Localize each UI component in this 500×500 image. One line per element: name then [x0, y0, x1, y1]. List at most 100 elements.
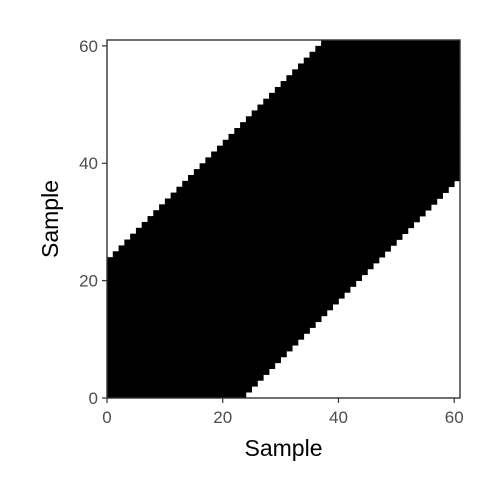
heatmap-cell	[141, 257, 148, 264]
heatmap-cell	[130, 380, 137, 387]
heatmap-cell	[141, 315, 148, 323]
heatmap-cell	[436, 45, 443, 53]
heatmap-cell	[448, 133, 455, 141]
heatmap-cell	[344, 263, 351, 270]
heatmap-cell	[176, 233, 183, 240]
heatmap-cell	[269, 362, 276, 370]
heatmap-cell	[135, 251, 143, 258]
heatmap-cell	[326, 268, 334, 276]
heatmap-cell	[222, 374, 229, 381]
heatmap-cell	[280, 204, 287, 211]
heatmap-cell	[315, 298, 322, 305]
heatmap-cell	[402, 86, 409, 94]
heatmap-cell	[274, 263, 281, 270]
heatmap-cell	[211, 333, 218, 340]
heatmap-cell	[199, 298, 206, 305]
heatmap-cell	[170, 221, 177, 229]
heatmap-cell	[257, 233, 264, 240]
heatmap-cell	[292, 98, 299, 105]
heatmap-cell	[251, 374, 258, 381]
heatmap-cell	[297, 81, 305, 88]
heatmap-cell	[413, 157, 420, 164]
heatmap-cell	[182, 227, 189, 235]
heatmap-cell	[193, 245, 200, 252]
heatmap-cell	[454, 57, 461, 64]
heatmap-cell	[425, 174, 432, 182]
heatmap-cell	[188, 239, 195, 246]
heatmap-cell	[309, 239, 316, 246]
heatmap-cell	[373, 233, 380, 240]
heatmap-cell	[390, 216, 397, 223]
heatmap-cell	[176, 339, 183, 346]
heatmap-cell	[216, 263, 224, 270]
heatmap-cell	[407, 63, 415, 70]
heatmap-cell	[141, 327, 148, 334]
heatmap-cell	[454, 163, 461, 170]
heatmap-cell	[211, 362, 218, 370]
heatmap-cell	[234, 280, 241, 287]
heatmap-cell	[402, 157, 409, 164]
heatmap-cell	[257, 339, 264, 346]
heatmap-cell	[164, 333, 172, 340]
heatmap-cell	[234, 298, 241, 305]
heatmap-cell	[355, 216, 362, 223]
heatmap-cell	[118, 356, 125, 364]
heatmap-cell	[274, 210, 281, 217]
heatmap-cell	[355, 180, 362, 188]
heatmap-cell	[112, 309, 119, 317]
heatmap-cell	[176, 204, 183, 211]
heatmap-cell	[413, 151, 420, 158]
heatmap-cell	[315, 280, 322, 287]
heatmap-cell	[164, 380, 172, 387]
heatmap-cell	[332, 163, 339, 170]
heatmap-cell	[419, 98, 426, 105]
heatmap-cell	[251, 362, 258, 370]
heatmap-cell	[425, 133, 432, 141]
heatmap-cell	[124, 304, 131, 311]
heatmap-cell	[303, 145, 310, 152]
heatmap-cell	[251, 174, 258, 182]
heatmap-cell	[332, 174, 339, 182]
heatmap-cell	[326, 245, 334, 252]
heatmap-cell	[216, 333, 224, 340]
heatmap-cell	[170, 192, 177, 199]
heatmap-cell	[326, 169, 334, 176]
heatmap-cell	[367, 263, 374, 270]
heatmap-cell	[222, 321, 229, 328]
heatmap-cell	[384, 145, 391, 152]
heatmap-cell	[413, 192, 420, 199]
heatmap-cell	[245, 309, 253, 317]
heatmap-cell	[384, 157, 391, 164]
heatmap-cell	[297, 157, 305, 164]
heatmap-cell	[303, 69, 310, 76]
heatmap-cell	[361, 116, 368, 123]
heatmap-cell	[315, 169, 322, 176]
heatmap-cell	[297, 69, 305, 76]
heatmap-cell	[350, 110, 357, 117]
heatmap-cell	[355, 239, 362, 246]
heatmap-cell	[199, 345, 206, 352]
heatmap-cell	[188, 227, 195, 235]
heatmap-cell	[280, 128, 287, 135]
heatmap-cell	[135, 263, 143, 270]
heatmap-cell	[141, 380, 148, 387]
heatmap-cell	[425, 198, 432, 205]
heatmap-cell	[228, 380, 235, 387]
heatmap-cell	[245, 221, 253, 229]
heatmap-cell	[228, 145, 235, 152]
heatmap-cell	[332, 92, 339, 100]
heatmap-cell	[159, 351, 166, 358]
heatmap-cell	[211, 392, 218, 399]
heatmap-cell	[402, 133, 409, 141]
heatmap-cell	[309, 216, 316, 223]
heatmap-cell	[315, 122, 322, 129]
heatmap-cell	[211, 245, 218, 252]
heatmap-cell	[373, 163, 380, 170]
heatmap-cell	[234, 315, 241, 323]
heatmap-cell	[153, 351, 160, 358]
heatmap-cell	[257, 351, 264, 358]
heatmap-cell	[344, 286, 351, 293]
heatmap-cell	[269, 122, 276, 129]
heatmap-cell	[153, 210, 160, 217]
heatmap-cell	[396, 133, 403, 141]
